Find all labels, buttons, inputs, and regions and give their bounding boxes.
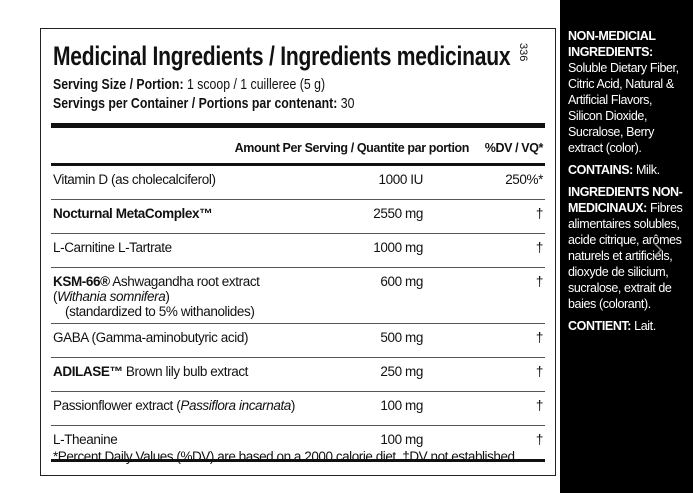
amount: 500 mg bbox=[311, 323, 471, 358]
side-heading: NON-MEDICIAL INGREDIENTS: bbox=[568, 29, 656, 59]
amount: 100 mg bbox=[311, 425, 471, 462]
name-part: Vitamin D (as cholecalciferol) bbox=[53, 172, 216, 187]
ingredient-row: L-Theanine 100 mg † bbox=[51, 425, 545, 462]
ingredient-row: L-Carnitine L-Tartrate 1000 mg † bbox=[51, 233, 545, 268]
title: Medicinal Ingredients / Ingredients medi… bbox=[53, 41, 511, 71]
divider bbox=[51, 123, 545, 128]
serving-size: Serving Size / Portion: 1 scoop / 1 cuil… bbox=[53, 76, 325, 93]
side-text: Milk. bbox=[636, 163, 660, 177]
daily-value: † bbox=[471, 425, 545, 462]
side-text: Fibres alimentaires solubles, acide citr… bbox=[568, 201, 683, 311]
name-part: Passionflower extract ( bbox=[53, 398, 181, 413]
amount: 600 mg bbox=[311, 267, 471, 324]
chevron-icon bbox=[652, 241, 663, 259]
ingredient-row: GABA (Gamma-aminobutyric acid) 500 mg † bbox=[51, 323, 545, 358]
ingredient-row: KSM-66® Ashwagandha root extract (Withan… bbox=[51, 267, 545, 324]
daily-value: † bbox=[471, 267, 545, 324]
ingredient-name: Vitamin D (as cholecalciferol) bbox=[51, 164, 311, 200]
servings-label: Servings per Container / Portions par co… bbox=[53, 95, 338, 112]
serving-size-value: 1 scoop / 1 cuilleree (5 g) bbox=[186, 76, 326, 93]
servings-per-container: Servings per Container / Portions par co… bbox=[53, 95, 354, 112]
name-part: ) bbox=[165, 289, 170, 304]
ingredient-row: Vitamin D (as cholecalciferol) 1000 IU 250… bbox=[51, 164, 545, 200]
name-part: GABA (Gamma-aminobutyric acid) bbox=[53, 330, 249, 345]
name-part: Passiflora incarnata bbox=[180, 398, 291, 413]
side-text: Soluble Dietary Fiber, Citric Acid, Natu… bbox=[568, 61, 679, 155]
ingredient-name: L-Carnitine L-Tartrate bbox=[51, 233, 311, 268]
ingredient-row: Passionflower extract (Passiflora incarn… bbox=[51, 391, 545, 426]
side-section: CONTIENT: Lait. bbox=[568, 318, 689, 334]
name-part: Withania somnifera bbox=[57, 289, 166, 304]
medicinal-panel: Medicinal Ingredients / Ingredients medi… bbox=[40, 28, 556, 476]
dv-header: %DV / VQ* bbox=[471, 133, 545, 166]
ingredient-row: Nocturnal MetaComplex™ 2550 mg † bbox=[51, 199, 545, 234]
side-section: NON-MEDICIAL INGREDIENTS: Soluble Dietar… bbox=[568, 28, 689, 156]
name-part: Ashwagandha root extract ( bbox=[53, 274, 260, 304]
ingredient-name: GABA (Gamma-aminobutyric acid) bbox=[51, 323, 311, 358]
side-code: 336 bbox=[517, 43, 529, 62]
daily-value: † bbox=[471, 199, 545, 234]
ingredient-name: KSM-66® Ashwagandha root extract (Withan… bbox=[51, 267, 311, 324]
ingredient-name: Passionflower extract (Passiflora incarn… bbox=[51, 391, 311, 426]
ingredient-name: ADILASE™ Brown lily bulb extract bbox=[51, 357, 311, 392]
daily-value: † bbox=[471, 233, 545, 268]
ingredient-name: Nocturnal MetaComplex™ bbox=[51, 199, 311, 234]
side-section: INGREDIENTS NON-MEDICINAUX: Fibres alime… bbox=[568, 184, 689, 312]
name-part: KSM-66® bbox=[53, 274, 110, 289]
name-part: L-Carnitine L-Tartrate bbox=[53, 240, 172, 255]
daily-value: † bbox=[471, 357, 545, 392]
side-heading: CONTAINS: bbox=[568, 163, 633, 177]
servings-value: 30 bbox=[340, 95, 355, 112]
name-part: ADILASE™ bbox=[53, 364, 123, 379]
amount: 250 mg bbox=[311, 357, 471, 392]
name-part: Brown lily bulb extract bbox=[122, 364, 249, 379]
footnote: *Percent Daily Values (%DV) are based on… bbox=[53, 449, 518, 464]
amount: 1000 mg bbox=[311, 233, 471, 268]
daily-value: † bbox=[471, 391, 545, 426]
daily-value: 250%* bbox=[471, 164, 545, 200]
table-body: Vitamin D (as cholecalciferol) 1000 IU 250… bbox=[51, 164, 545, 462]
header-row: Amount Per Serving / Quantite par portio… bbox=[51, 133, 545, 166]
name-part: L-Theanine bbox=[53, 432, 118, 447]
amount-header: Amount Per Serving / Quantite par portio… bbox=[51, 133, 471, 166]
side-heading: CONTIENT: bbox=[568, 319, 632, 333]
amount: 2550 mg bbox=[311, 199, 471, 234]
ingredients-table: Amount Per Serving / Quantite par portio… bbox=[51, 133, 545, 462]
side-heading: INGREDIENTS NON-MEDICINAUX: bbox=[568, 185, 683, 215]
name-part: Nocturnal MetaComplex™ bbox=[53, 206, 213, 221]
name-part: ) bbox=[290, 398, 296, 413]
non-medicinal-panel: NON-MEDICIAL INGREDIENTS: Soluble Dietar… bbox=[560, 0, 693, 493]
side-text: Lait. bbox=[634, 319, 656, 333]
side-section: CONTAINS: Milk. bbox=[568, 162, 689, 178]
amount: 1000 IU bbox=[311, 164, 471, 200]
ingredient-note: (standardized to 5% withanolides) bbox=[65, 304, 255, 319]
amount: 100 mg bbox=[311, 391, 471, 426]
daily-value: † bbox=[471, 323, 545, 358]
serving-size-label: Serving Size / Portion: bbox=[53, 76, 184, 93]
ingredient-name: L-Theanine bbox=[51, 425, 311, 462]
ingredient-row: ADILASE™ Brown lily bulb extract 250 mg † bbox=[51, 357, 545, 392]
